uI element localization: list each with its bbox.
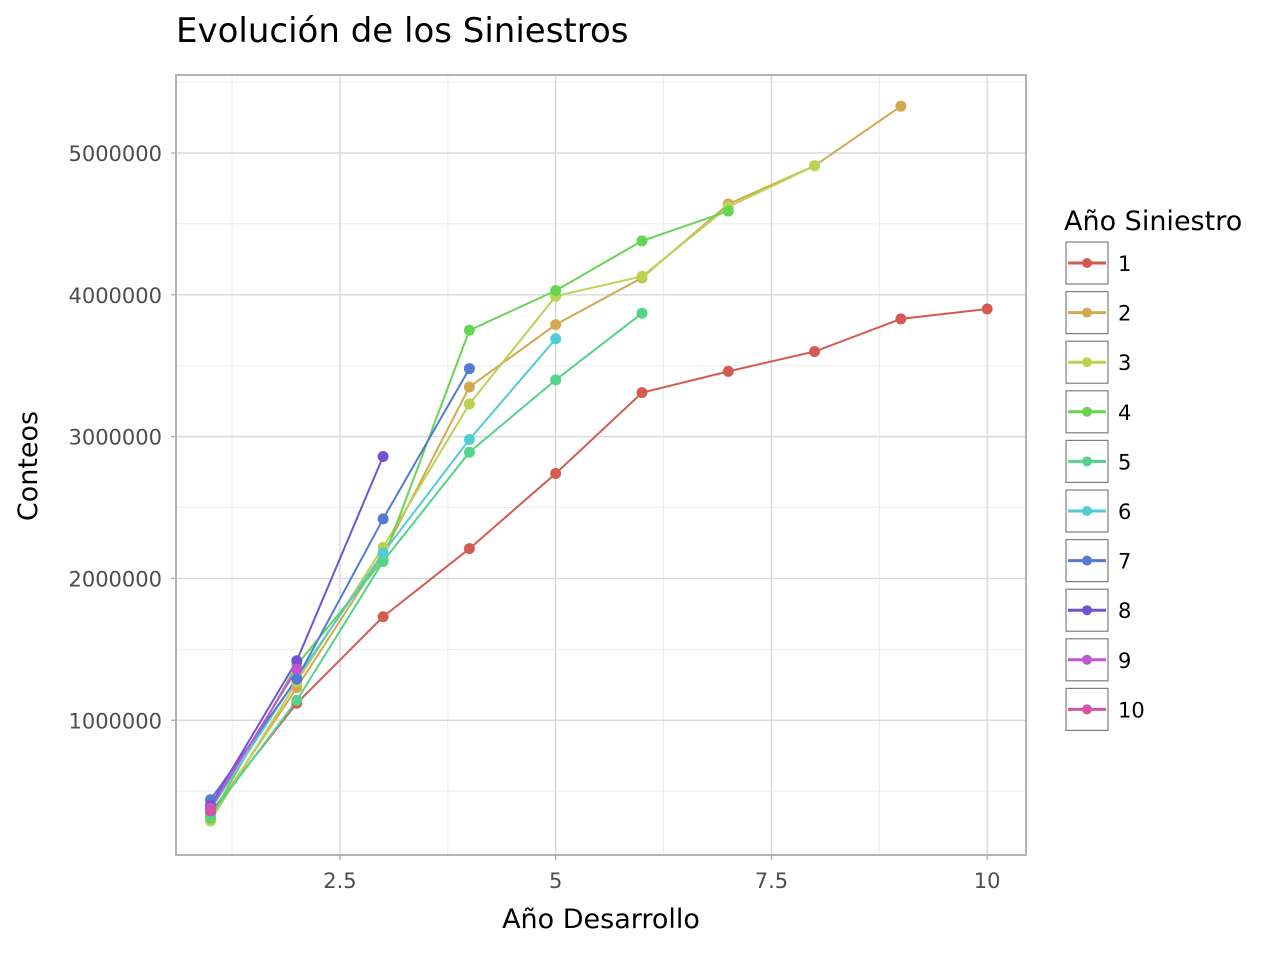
x-tick-label: 2.5 (323, 869, 356, 893)
legend-key-point (1082, 704, 1092, 715)
legend: Año Siniestro 1 2 3 4 5 6 7 8 9 10 (1064, 206, 1242, 732)
legend-item-6: 6 (1065, 489, 1131, 533)
series-line-5 (209, 312, 643, 816)
data-point-7-4 (463, 363, 475, 375)
data-point-2-4 (463, 381, 475, 393)
data-point-6-5 (550, 333, 562, 345)
legend-label: 7 (1118, 550, 1131, 574)
data-point-4-6 (636, 235, 648, 247)
legend-item-1: 1 (1065, 241, 1131, 285)
legend-label: 2 (1118, 302, 1131, 326)
y-tick-label: 1000000 (68, 709, 162, 733)
legend-item-8: 8 (1065, 588, 1131, 632)
data-point-1-9 (895, 313, 907, 325)
panel-frame (175, 74, 1027, 856)
data-point-3-4 (463, 398, 475, 410)
data-point-5-3 (377, 555, 389, 567)
legend-key-point (1082, 357, 1092, 368)
legend-label: 8 (1118, 599, 1131, 623)
legend-key-point (1082, 654, 1092, 665)
y-tick-label: 4000000 (68, 284, 162, 308)
legend-key-point (1082, 406, 1092, 417)
legend-label: 4 (1118, 401, 1131, 425)
legend-key-point (1082, 555, 1092, 566)
data-point-5-4 (463, 446, 475, 458)
legend-title: Año Siniestro (1064, 206, 1242, 237)
data-point-7-3 (377, 513, 389, 525)
legend-label: 1 (1118, 252, 1131, 276)
data-point-5-2 (291, 694, 303, 706)
y-tick-label: 5000000 (68, 142, 162, 166)
legend-label: 10 (1118, 698, 1145, 722)
legend-item-4: 4 (1065, 390, 1131, 434)
legend-key-point (1082, 456, 1092, 467)
x-axis: 2.5 5 7.5 10 (323, 855, 1001, 893)
x-tick-label: 7.5 (755, 869, 788, 893)
y-tick-label: 2000000 (68, 567, 162, 591)
y-axis-title: Conteos (13, 411, 44, 521)
x-axis-title: Año Desarrollo (502, 904, 700, 935)
data-point-3-6 (636, 270, 648, 282)
plot-panel (176, 75, 1026, 855)
series-line-3 (209, 164, 816, 822)
y-tick-label: 3000000 (68, 426, 162, 450)
data-point-6-3 (377, 547, 389, 559)
series-points (205, 100, 993, 827)
panel-border (175, 74, 1027, 856)
data-point-2-5 (550, 319, 562, 331)
plot-background (176, 75, 1026, 855)
legend-item-7: 7 (1065, 538, 1131, 583)
data-point-8-3 (377, 450, 389, 462)
legend-key-point (1082, 258, 1092, 268)
data-point-1-5 (550, 468, 562, 480)
legend-label: 3 (1118, 351, 1131, 375)
legend-item-9: 9 (1065, 638, 1131, 682)
y-axis: 1000000 2000000 3000000 4000000 5000000 (68, 142, 176, 733)
data-point-2-9 (895, 100, 907, 112)
data-point-5-5 (550, 374, 562, 386)
data-point-1-10 (981, 303, 993, 315)
chart-title: Evolución de los Siniestros (176, 11, 629, 51)
data-point-1-3 (377, 611, 389, 623)
data-point-7-2 (291, 673, 303, 685)
data-point-4-7 (722, 205, 734, 217)
data-point-10-1 (205, 805, 217, 817)
series-line-1 (209, 308, 988, 814)
legend-label: 5 (1118, 450, 1131, 474)
data-point-4-4 (463, 324, 475, 336)
legend-item-5: 5 (1065, 439, 1131, 483)
data-point-3-8 (809, 160, 821, 172)
legend-key-point (1082, 506, 1092, 516)
legend-label: 6 (1118, 500, 1131, 524)
legend-item-10: 10 (1065, 687, 1145, 732)
x-tick-label: 10 (974, 869, 1001, 893)
data-point-1-6 (636, 387, 648, 399)
series-line-9 (209, 668, 298, 809)
data-point-9-2 (291, 663, 303, 675)
legend-item-3: 3 (1065, 340, 1131, 384)
legend-label: 9 (1118, 649, 1131, 673)
data-point-8-2 (291, 655, 303, 667)
data-point-1-4 (463, 543, 475, 555)
x-tick-label: 5 (549, 869, 562, 893)
legend-key-point (1082, 307, 1092, 318)
legend-item-2: 2 (1065, 291, 1131, 335)
data-point-4-5 (550, 285, 562, 297)
data-point-1-7 (722, 365, 734, 377)
data-point-6-4 (463, 433, 475, 445)
data-point-1-8 (809, 346, 821, 358)
legend-key-point (1082, 605, 1092, 616)
data-point-5-6 (636, 307, 648, 319)
